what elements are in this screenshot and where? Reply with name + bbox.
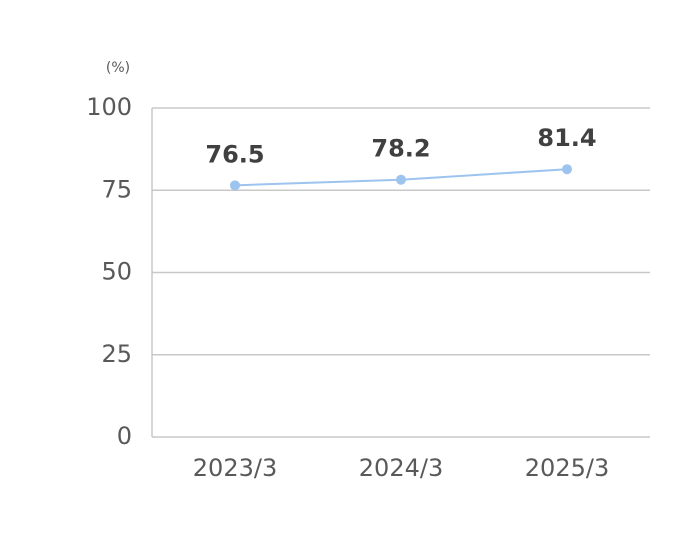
point — [562, 164, 572, 175]
point — [230, 180, 240, 191]
unit-label: (%) — [106, 60, 130, 76]
data-label: 76.5 — [205, 140, 264, 168]
data-label: 81.4 — [537, 124, 596, 152]
x-tick-label: 2025/3 — [525, 454, 609, 482]
y-tick-label: 100 — [86, 93, 132, 121]
y-tick-label: 50 — [101, 258, 132, 286]
y-tick-label: 75 — [101, 175, 132, 203]
point — [396, 174, 406, 185]
y-tick-label: 25 — [101, 340, 132, 368]
x-tick-label: 2024/3 — [359, 454, 443, 482]
y-tick-label: 0 — [117, 422, 132, 450]
x-tick-label: 2023/3 — [193, 454, 277, 482]
data-label: 78.2 — [371, 135, 430, 163]
